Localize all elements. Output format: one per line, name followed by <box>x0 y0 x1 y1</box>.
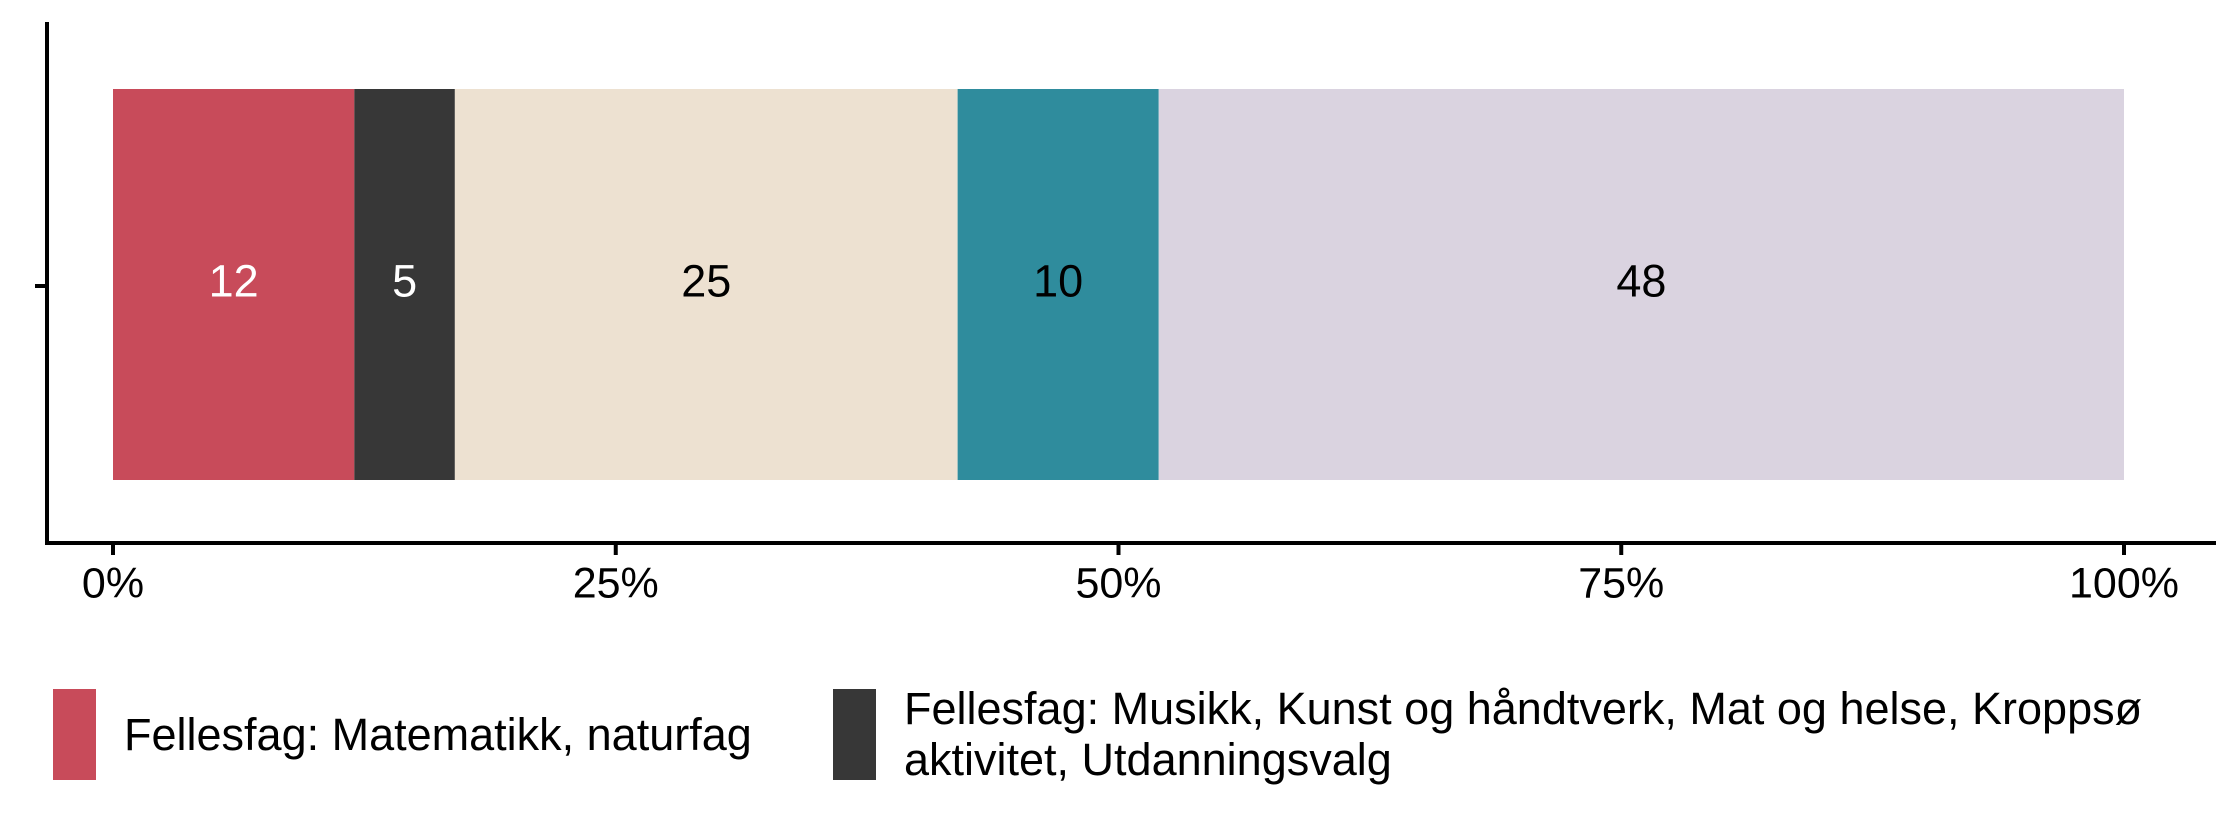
legend-label: Fellesfag: Musikk, Kunst og håndtverk, M… <box>904 683 2143 785</box>
value-label: 25 <box>681 255 731 306</box>
x-tick-label: 100% <box>2069 559 2179 607</box>
legend-swatch <box>833 689 876 780</box>
value-label: 10 <box>1033 255 1083 306</box>
bar-segment <box>957 89 1159 480</box>
bar-segment <box>354 89 455 480</box>
x-tick-label: 0% <box>82 559 144 607</box>
bar-segment <box>113 89 355 480</box>
value-label: 5 <box>392 255 417 306</box>
bar-segment <box>1158 89 2124 480</box>
x-tick-label: 25% <box>573 559 659 607</box>
value-label: 12 <box>209 255 259 306</box>
legend-swatch <box>53 689 96 780</box>
x-tick-label: 50% <box>1075 559 1161 607</box>
legend-label: Fellesfag: Matematikk, naturfag <box>124 708 752 760</box>
value-label: 48 <box>1616 255 1666 306</box>
x-tick-label: 75% <box>1578 559 1664 607</box>
bar-segment <box>454 89 958 480</box>
